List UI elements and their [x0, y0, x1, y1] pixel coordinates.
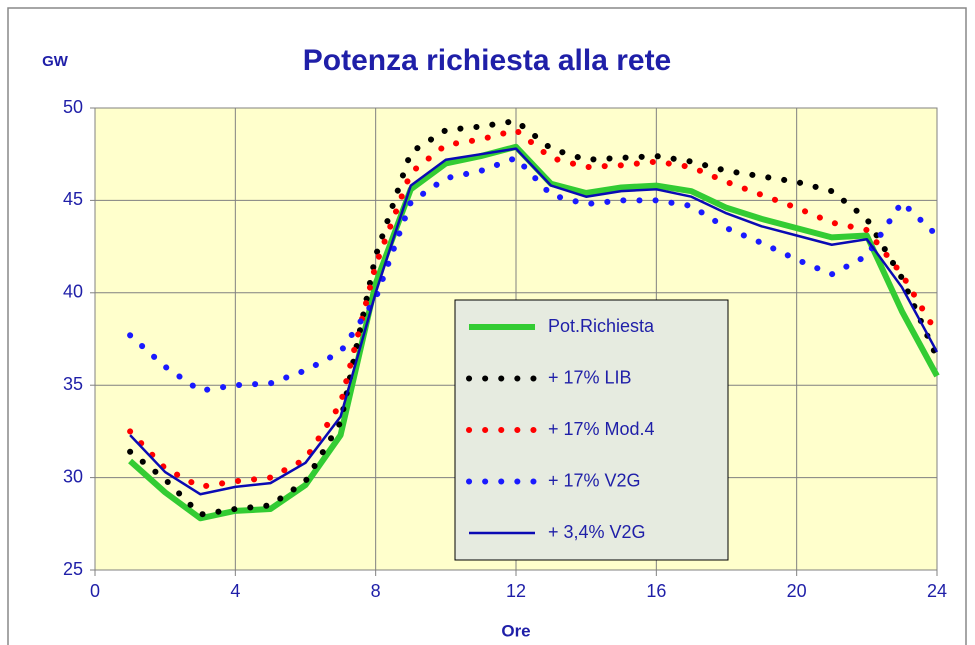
x-tick-label: 16: [646, 581, 666, 601]
legend-label: + 17% Mod.4: [548, 419, 655, 439]
y-tick-label: 25: [63, 559, 83, 579]
legend-label: Pot.Richiesta: [548, 316, 655, 336]
series-line: [127, 117, 940, 518]
y-tick-label: 30: [63, 466, 83, 486]
chart-title: Potenza richiesta alla rete: [303, 44, 672, 77]
x-axis-label: Ore: [501, 621, 530, 640]
x-tick-label: 12: [506, 581, 526, 601]
x-tick-label: 20: [787, 581, 807, 601]
y-tick-label: 45: [63, 189, 83, 209]
legend-label: + 17% LIB: [548, 367, 632, 387]
legend-label: + 3,4% V2G: [548, 522, 646, 542]
y-tick-label: 40: [63, 282, 83, 302]
legend-label: + 17% V2G: [548, 470, 641, 490]
series-line: [129, 147, 939, 496]
series-line: [128, 143, 940, 522]
series-line: [127, 154, 940, 394]
series-line: [127, 127, 940, 490]
y-axis-label: GW: [42, 53, 69, 70]
y-tick-label: 35: [63, 374, 83, 394]
x-tick-label: 0: [90, 581, 100, 601]
x-tick-label: 4: [230, 581, 240, 601]
y-tick-label: 50: [63, 97, 83, 117]
x-tick-label: 8: [371, 581, 381, 601]
x-tick-label: 24: [927, 581, 947, 601]
